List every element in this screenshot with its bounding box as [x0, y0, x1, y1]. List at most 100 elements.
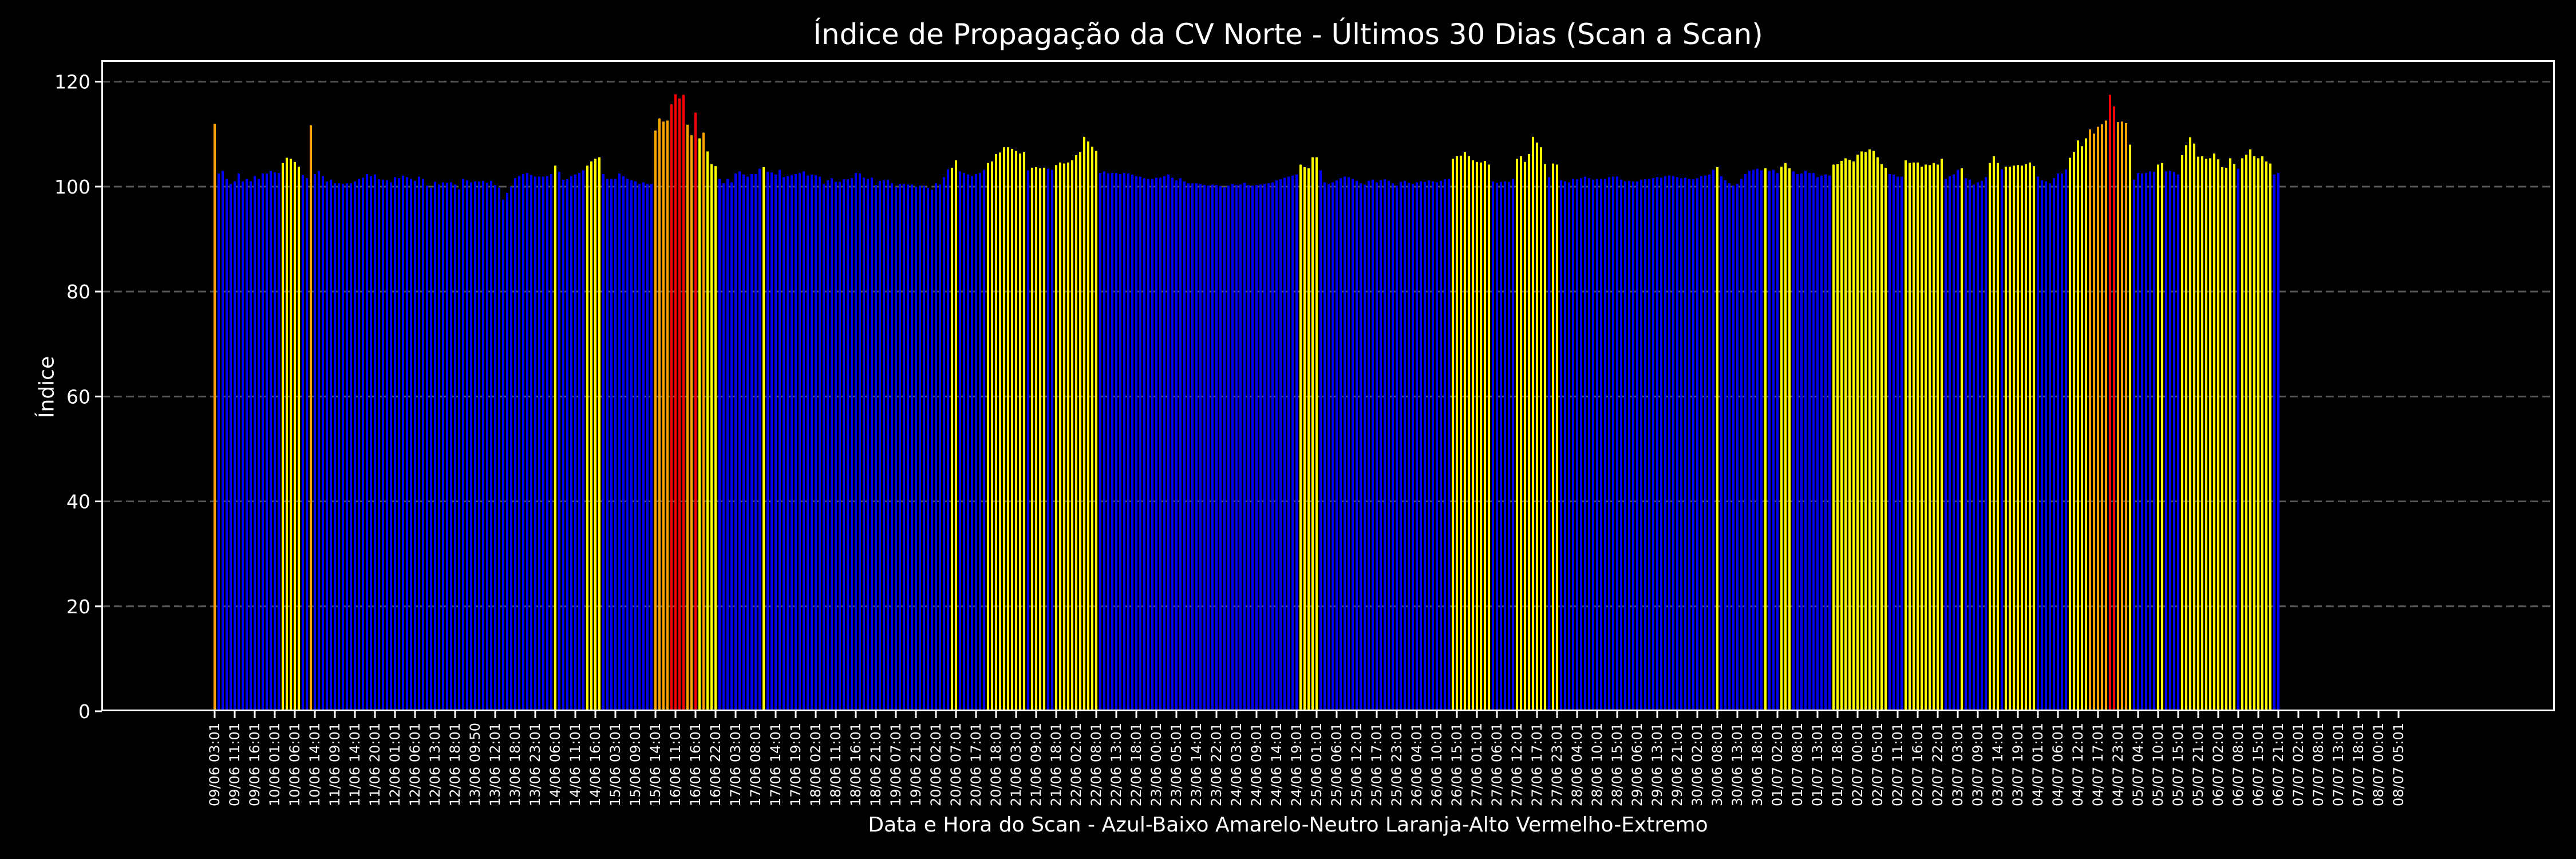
bar: [963, 173, 965, 711]
bar: [314, 174, 316, 711]
bar: [2021, 166, 2023, 711]
bar: [1945, 179, 1947, 711]
bar: [2177, 174, 2179, 711]
bar: [370, 176, 372, 711]
bar: [887, 179, 889, 711]
bar: [538, 176, 540, 712]
x-tick-label: 13/06 09:50: [467, 723, 483, 806]
bar: [1095, 151, 1097, 711]
bar: [2129, 144, 2131, 712]
bar: [1412, 184, 1414, 712]
bar: [638, 184, 641, 712]
bar: [2009, 167, 2011, 711]
bar: [1348, 177, 1350, 712]
bar: [1612, 176, 1614, 712]
bar: [1913, 162, 1915, 712]
bar: [318, 171, 320, 711]
x-tick-label: 09/06 16:01: [247, 723, 263, 806]
bar: [1183, 181, 1186, 711]
x-tick-label: 04/07 01:01: [2030, 723, 2046, 806]
bar: [1303, 167, 1306, 711]
bar: [2025, 164, 2027, 711]
bar: [1307, 168, 1310, 711]
bar: [2273, 174, 2275, 711]
bar: [574, 174, 576, 711]
x-tick-label: 26/06 15:01: [1449, 723, 1465, 806]
bar: [1648, 179, 1650, 711]
bar: [1203, 185, 1206, 712]
bar: [1356, 180, 1358, 711]
x-tick-label: 19/06 07:01: [888, 723, 904, 806]
bar: [1291, 175, 1294, 711]
x-tick-label: 16/06 22:01: [708, 723, 724, 806]
bar: [2141, 173, 2143, 711]
bar: [1464, 152, 1466, 711]
bar: [947, 169, 949, 712]
bar: [594, 159, 596, 711]
bar: [542, 176, 544, 712]
bar: [222, 171, 224, 711]
bar: [606, 179, 609, 711]
y-axis-ticks: 0 20 40 60 80 100 120: [54, 71, 102, 723]
bar: [2153, 172, 2155, 711]
bar: [470, 182, 472, 711]
bar: [1736, 184, 1739, 712]
bar: [1484, 160, 1486, 711]
x-tick-label: 02/07 11:01: [1890, 723, 1906, 806]
bar: [1135, 176, 1137, 711]
bar: [1448, 179, 1450, 711]
x-tick-label: 28/06 10:01: [1589, 723, 1605, 806]
bar: [1544, 164, 1546, 711]
bar: [354, 181, 356, 711]
x-tick-label: 02/07 16:01: [1910, 723, 1926, 806]
x-tick-label: 07/07 18:01: [2350, 723, 2366, 806]
bar: [791, 175, 793, 711]
x-tick-label: 26/06 10:01: [1429, 723, 1445, 806]
bar: [734, 173, 737, 711]
bar: [1007, 147, 1009, 712]
bar: [1323, 182, 1326, 711]
bar: [434, 182, 436, 711]
bar: [855, 173, 857, 711]
bar: [983, 170, 985, 712]
bar: [2149, 171, 2151, 711]
bar: [518, 176, 520, 711]
bar: [1468, 156, 1470, 711]
bar: [1696, 178, 1698, 711]
bar: [1480, 162, 1482, 712]
bar: [1676, 177, 1678, 712]
x-tick-label: 27/06 17:01: [1529, 723, 1545, 806]
bar: [1772, 170, 1775, 712]
bar: [1536, 142, 1538, 711]
x-tick-label: 11/06 20:01: [367, 723, 383, 806]
bar: [867, 179, 869, 711]
bar: [1748, 171, 1751, 711]
bar: [378, 179, 380, 711]
bar: [1227, 186, 1230, 711]
bar: [907, 184, 909, 712]
x-tick-label: 23/06 14:01: [1188, 723, 1204, 806]
bar: [1997, 163, 1999, 712]
bar: [1893, 174, 1895, 711]
bar: [646, 184, 649, 712]
bar: [1560, 180, 1562, 711]
x-tick-label: 20/06 17:01: [968, 723, 984, 806]
bar: [859, 173, 861, 711]
x-tick-label: 09/06 03:01: [207, 723, 223, 806]
x-tick-label: 04/07 06:01: [2050, 723, 2066, 806]
bar: [270, 171, 272, 711]
bar: [1796, 174, 1799, 711]
bar: [1556, 164, 1558, 711]
bar: [2041, 180, 2043, 711]
bar: [771, 172, 773, 711]
bar: [322, 176, 324, 711]
bar: [943, 177, 945, 712]
x-tick-label: 19/06 21:01: [908, 723, 924, 806]
bar: [1171, 178, 1174, 712]
bar: [342, 184, 344, 712]
x-tick-label: 14/06 16:01: [587, 723, 603, 806]
bar: [1876, 157, 1879, 711]
bar: [803, 171, 805, 711]
bar: [1392, 183, 1394, 711]
bar: [883, 180, 885, 711]
